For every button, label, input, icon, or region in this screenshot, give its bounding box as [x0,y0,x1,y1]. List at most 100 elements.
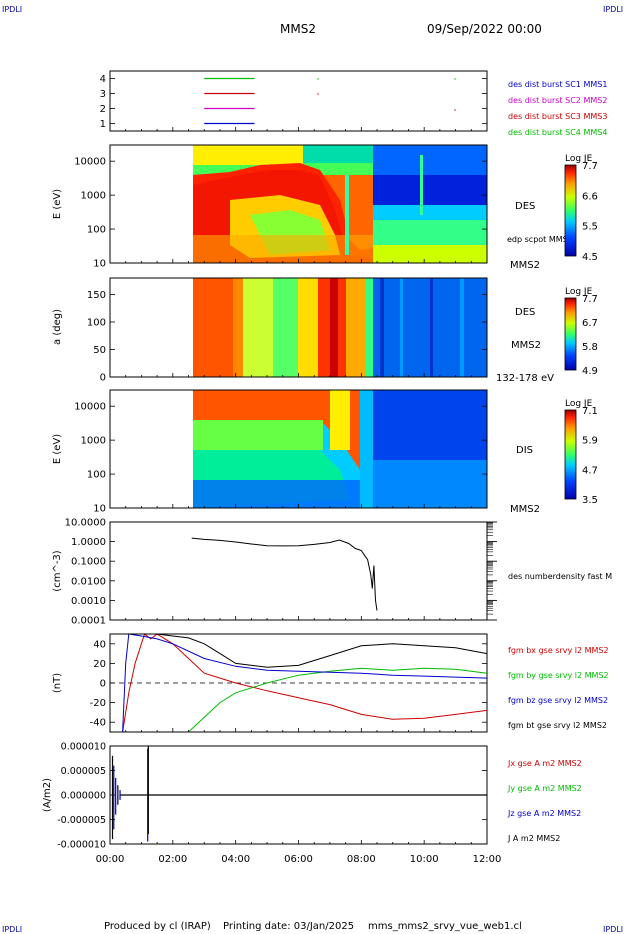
fgm-series-line [188,667,488,733]
y-tick-label: 10000 [74,402,106,413]
fgm-series-line [125,633,488,668]
colorbar-tick-label: 5.5 [582,222,598,233]
y-tick-label: 0.1000 [71,557,106,568]
y-tick-label: 10 [93,504,106,515]
current-legend-entry: Jy gse A m2 MMS2 [507,784,582,793]
y-tick-label: 3 [100,89,106,100]
y-tick-label: 40 [93,639,106,650]
x-tick-label: 00:00 [96,854,125,865]
colorbar-tick-label: 3.5 [582,495,598,506]
colorbar-tick-label: 7.7 [582,294,598,305]
colorbar [564,409,577,500]
fgm-legend-entry: fgm bz gse srvy l2 MMS2 [508,696,608,705]
burst-legend-entry: des dist burst SC2 MMS2 [508,96,607,105]
colorbar-tick-label: 5.9 [582,436,598,447]
header-datetime: 09/Sep/2022 00:00 [427,22,542,36]
current-legend-entry: Jx gse A m2 MMS2 [507,759,582,768]
y-tick-label: 0 [100,373,106,384]
corner-label-top-left: IPDLI [2,5,22,14]
y-tick-label: 1 [100,119,106,130]
burst-dot [317,78,319,80]
corner-label-bottom-right: IPDLI [603,925,623,934]
des-pitch-spacecraft: MMS2 [511,340,541,351]
panel-density-frame [109,521,488,621]
footer-produced-by: Produced by cl (IRAP) [104,921,211,932]
y-tick-label: -0.000010 [57,840,106,851]
x-tick-label: 12:00 [473,854,502,865]
y-tick-label: 50 [93,345,106,356]
density-series-line [191,537,378,611]
burst-dot [454,109,456,111]
footer-printing-date: Printing date: 03/Jan/2025 [223,921,354,932]
y-tick-label: -0.000005 [57,815,106,826]
y-axis-label: (cm^-3) [52,550,63,591]
x-tick-label: 08:00 [347,854,376,865]
colorbar-tick-label: 6.7 [582,318,598,329]
y-tick-label: 100 [87,318,106,329]
y-tick-label: 0 [100,679,106,690]
des-pitch-energy-band: 132-178 eV [496,373,554,384]
fgm-legend-entry: fgm bt gse srvy l2 MMS2 [508,721,607,730]
y-axis-label: E (eV) [52,434,63,464]
colorbar [564,164,577,257]
burst-dot [317,93,319,95]
y-tick-label: 1.0000 [71,537,106,548]
des-pitch-instrument: DES [515,307,535,318]
fgm-series-line [122,633,488,733]
des-energy-overlay-label: edp scpot MMS2 [507,235,573,244]
y-tick-label: 10000 [74,157,106,168]
y-tick-label: -20 [90,698,106,709]
y-tick-label: 20 [93,659,106,670]
y-tick-label: 0.000010 [61,742,106,753]
fgm-series-line [122,633,488,733]
y-tick-label: 150 [87,290,106,301]
y-tick-label: 0.0010 [71,596,106,607]
y-tick-label: 100 [87,225,106,236]
y-tick-label: 100 [87,470,106,481]
y-tick-label: 0.000000 [61,791,106,802]
y-tick-label: 10 [93,259,106,270]
header-spacecraft: MMS2 [280,22,316,36]
burst-legend-entry: des dist burst SC1 MMS1 [508,80,607,89]
dis-energy-spectrogram [193,390,487,508]
y-axis-label: (nT) [52,673,63,693]
x-tick-label: 10:00 [410,854,439,865]
colorbar-tick-label: 4.9 [582,366,598,377]
dis-energy-spacecraft: MMS2 [510,504,540,515]
panel-dis-energy: 10 100 1000 10000 E (eV) DIS MMS2 Log JE7.1 5… [52,389,598,515]
colorbar-tick-label: 7.7 [582,161,598,172]
colorbar [564,297,577,371]
current-legend-entry: Jz gse A m2 MMS2 [507,809,581,818]
des-energy-spacecraft: MMS2 [510,260,540,271]
y-tick-label: 4 [100,74,106,85]
density-legend: des numberdensity fast M [508,572,612,581]
x-tick-label: 04:00 [221,854,250,865]
dis-energy-instrument: DIS [516,445,533,456]
current-legend-entry: J A m2 MMS2 [507,834,560,843]
y-axis-label: E (eV) [52,189,63,219]
x-tick-label: 06:00 [284,854,313,865]
burst-legend-entry: des dist burst SC4 MMS4 [508,128,607,137]
footer-filename: mms_mms2_srvy_vue_web1.cl [368,921,522,932]
corner-label-bottom-left: IPDLI [2,925,22,934]
panel-density: 10.0000 1.0000 0.1000 0.0100 0.0010 0.0001 (cm… [52,518,612,627]
panel-current: 0.000010 0.000005 0.000000 -0.000005 -0.0000… [42,742,582,851]
colorbar-tick-label: 4.5 [582,252,598,263]
panel-fgm-frame [109,633,488,733]
panel-burst-frame [109,70,488,132]
y-tick-label: 2 [100,104,106,115]
colorbar-tick-label: 7.1 [582,406,598,417]
y-tick-label: 1000 [81,191,106,202]
burst-legend-entry: des dist burst SC3 MMS3 [508,112,607,121]
y-tick-label: 0.0001 [71,616,106,627]
burst-dot [454,78,456,80]
y-axis-label: a (deg) [52,309,63,345]
colorbar-title: Log JE [565,399,593,409]
panel-des-pitch: 0 50 100 150 a (deg) DES MMS2 132-178 eV Log… [52,277,598,384]
y-tick-label: 0.000005 [61,766,106,777]
des-pitch-spectrogram [193,278,487,377]
y-tick-label: 10.0000 [65,518,106,529]
y-tick-label: 0.0100 [71,576,106,587]
